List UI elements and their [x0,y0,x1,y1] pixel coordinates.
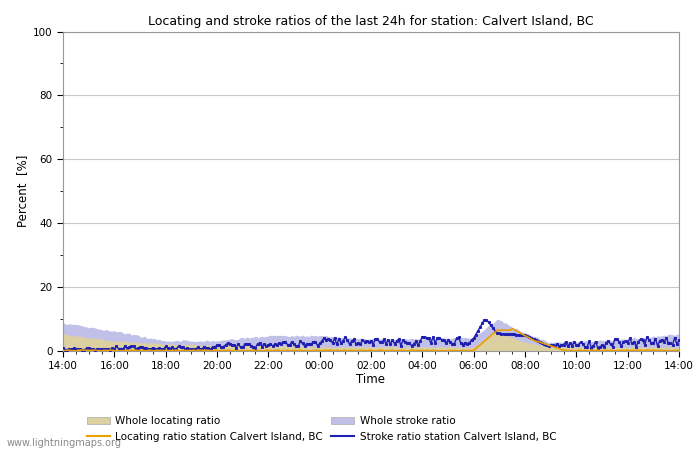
Y-axis label: Percent  [%]: Percent [%] [16,155,29,227]
X-axis label: Time: Time [356,373,386,386]
Legend: Whole locating ratio, Locating ratio station Calvert Island, BC, Whole stroke ra: Whole locating ratio, Locating ratio sta… [88,416,556,441]
Text: www.lightningmaps.org: www.lightningmaps.org [7,438,122,448]
Title: Locating and stroke ratios of the last 24h for station: Calvert Island, BC: Locating and stroke ratios of the last 2… [148,14,594,27]
